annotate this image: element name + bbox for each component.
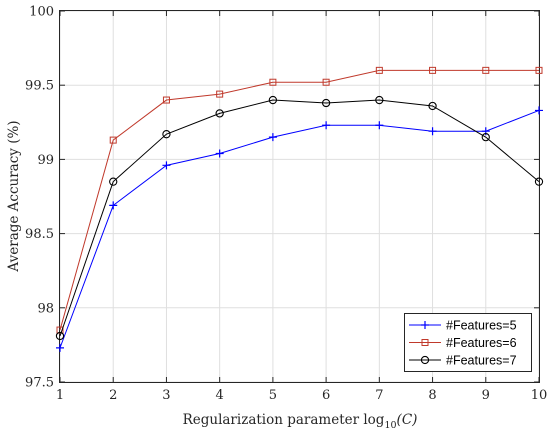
data-point bbox=[162, 130, 171, 139]
x-tick-label: 3 bbox=[162, 388, 170, 403]
y-tick-label: 100 bbox=[29, 5, 54, 20]
data-point bbox=[428, 127, 437, 136]
legend-item: #Features=6 bbox=[409, 336, 517, 350]
y-tick-label: 98.5 bbox=[25, 227, 54, 242]
data-point bbox=[162, 96, 170, 104]
data-point bbox=[216, 90, 224, 98]
data-point bbox=[162, 161, 171, 170]
x-axis-label-subscript: 10 bbox=[384, 420, 396, 431]
legend-item: #Features=5 bbox=[409, 319, 517, 333]
y-tick-label: 99.5 bbox=[25, 79, 54, 94]
series-line bbox=[59, 109, 540, 349]
data-point bbox=[268, 133, 277, 142]
data-point bbox=[375, 121, 384, 130]
x-tick-label: 6 bbox=[322, 388, 330, 403]
legend-item: #Features=7 bbox=[409, 354, 517, 368]
data-point bbox=[268, 95, 278, 105]
y-axis-label: Average Accuracy (%) bbox=[6, 120, 22, 272]
legend-marker bbox=[420, 355, 430, 365]
data-point bbox=[56, 326, 64, 334]
x-axis-label-main: Regularization parameter log bbox=[183, 412, 385, 428]
x-axis-label: Regularization parameter log10(C) bbox=[183, 412, 418, 431]
legend-marker bbox=[421, 321, 429, 329]
data-point bbox=[429, 66, 437, 74]
plot-frame bbox=[59, 10, 540, 383]
y-tick-label: 98 bbox=[37, 301, 54, 316]
series-2 bbox=[56, 66, 543, 334]
data-point bbox=[481, 132, 490, 142]
data-point bbox=[322, 121, 331, 130]
series-3 bbox=[55, 95, 544, 341]
legend-label: #Features=6 bbox=[446, 336, 517, 350]
data-point bbox=[482, 66, 490, 74]
data-point bbox=[109, 136, 117, 144]
data-point bbox=[322, 78, 330, 86]
data-point bbox=[321, 98, 331, 108]
x-tick-label: 10 bbox=[531, 388, 548, 403]
data-point bbox=[428, 101, 437, 111]
series-line bbox=[59, 69, 539, 331]
data-point bbox=[269, 78, 277, 86]
data-point bbox=[535, 66, 543, 74]
y-tick-label: 99 bbox=[37, 153, 54, 168]
series-line bbox=[59, 99, 540, 337]
data-point bbox=[215, 109, 224, 118]
x-tick-label: 9 bbox=[482, 388, 490, 403]
data-point bbox=[535, 106, 543, 115]
data-point bbox=[109, 177, 118, 186]
x-axis-label-arg: (C) bbox=[397, 412, 418, 428]
axis-ticks: 1 2 3 4 5 6 7 8 9 10 97.5 98 98.5 99 99.5 100 bbox=[25, 5, 547, 404]
legend-label: #Features=5 bbox=[446, 319, 517, 333]
legend-label: #Features=7 bbox=[446, 354, 517, 368]
data-point bbox=[55, 331, 65, 341]
x-tick-label: 8 bbox=[428, 388, 436, 403]
data-point bbox=[109, 201, 118, 210]
data-point bbox=[375, 95, 384, 105]
x-tick-label: 2 bbox=[109, 388, 117, 403]
data-point bbox=[56, 343, 64, 352]
y-tick-label: 97.5 bbox=[25, 376, 54, 391]
legend: #Features=5 #Features=6 #Features=7 bbox=[404, 313, 532, 372]
x-tick-label: 7 bbox=[375, 388, 383, 403]
x-tick-label: 4 bbox=[216, 388, 224, 403]
x-tick-label: 5 bbox=[269, 388, 277, 403]
data-point bbox=[534, 177, 544, 186]
series-1 bbox=[56, 106, 543, 352]
x-tick-label: 1 bbox=[56, 388, 64, 403]
series-layer bbox=[55, 66, 544, 352]
data-point bbox=[375, 66, 383, 74]
legend-marker bbox=[421, 339, 429, 346]
data-point bbox=[215, 149, 224, 158]
